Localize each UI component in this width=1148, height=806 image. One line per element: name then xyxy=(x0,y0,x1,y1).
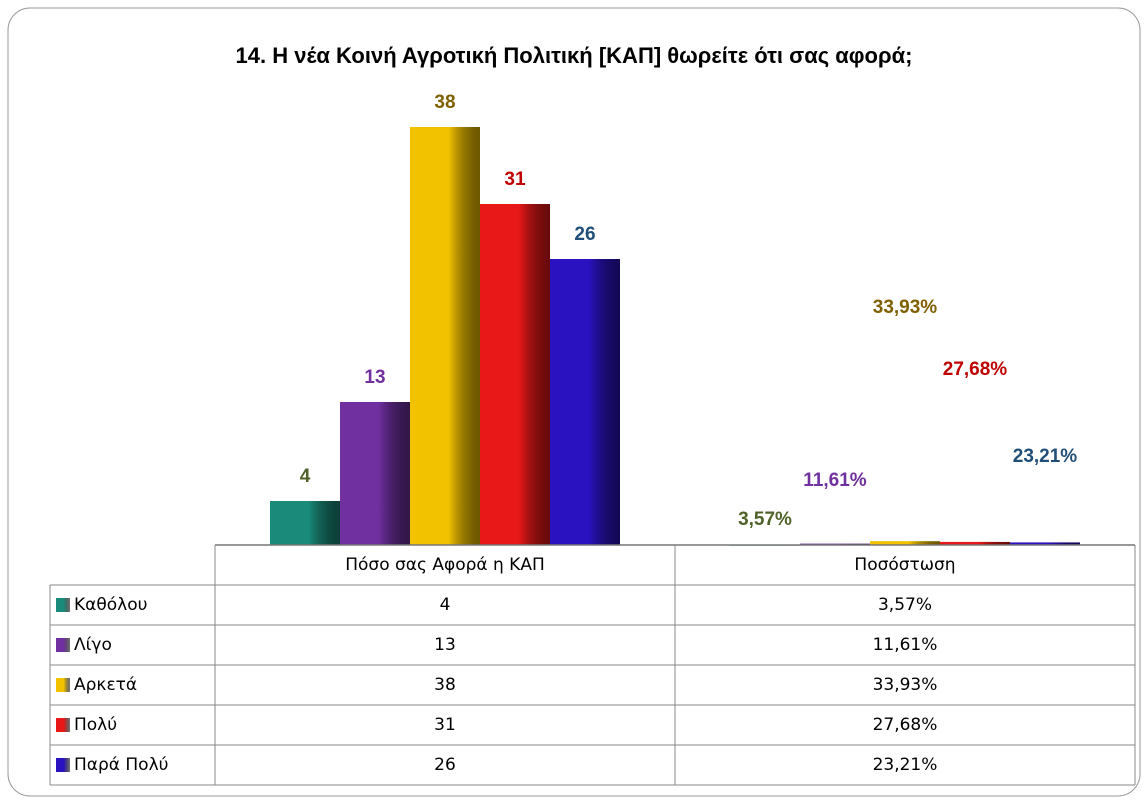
table-cell: 33,93% xyxy=(873,675,938,695)
legend-label: Αρκετά xyxy=(74,675,137,695)
table-cell: 26 xyxy=(434,755,456,775)
data-label: 3,57% xyxy=(738,509,792,530)
legend-label: Λίγο xyxy=(74,635,112,655)
table-cell: 13 xyxy=(434,635,456,655)
legend-key xyxy=(56,718,70,732)
bar-shade xyxy=(270,501,340,545)
bar-shade xyxy=(870,541,940,545)
bar-shade xyxy=(340,402,410,545)
table-cell: 38 xyxy=(434,675,456,695)
bar-shade xyxy=(1010,542,1080,545)
bar-shade xyxy=(550,259,620,545)
bar-shade xyxy=(410,127,480,545)
data-label: 11,61% xyxy=(803,470,866,491)
chart-title: 14. Η νέα Κοινή Αγροτική Πολιτική [ΚΑΠ] … xyxy=(236,43,913,68)
data-label: 38 xyxy=(434,92,455,113)
legend-key xyxy=(56,758,70,772)
data-label: 4 xyxy=(300,466,311,487)
table-cell: 3,57% xyxy=(878,595,932,615)
data-label: 31 xyxy=(504,169,526,190)
table-cell: 4 xyxy=(440,595,451,615)
legend-key xyxy=(56,638,70,652)
table-header: Πόσο σας Αφορά η ΚΑΠ xyxy=(345,555,545,575)
data-label: 23,21% xyxy=(1013,446,1078,467)
data-label: 27,68% xyxy=(943,359,1008,380)
table-cell: 23,21% xyxy=(873,755,938,775)
table-cell: 27,68% xyxy=(873,715,938,735)
legend-label: Παρά Πολύ xyxy=(74,755,168,775)
legend-key xyxy=(56,598,70,612)
data-label: 13 xyxy=(364,367,385,388)
legend-label: Καθόλου xyxy=(74,595,147,615)
legend-key xyxy=(56,678,70,692)
legend-label: Πολύ xyxy=(74,715,117,735)
data-label: 26 xyxy=(574,224,595,245)
bar-shade xyxy=(480,204,550,545)
bar-shade xyxy=(940,541,1010,545)
table-header: Ποσόστωση xyxy=(854,555,955,575)
table-cell: 31 xyxy=(434,715,456,735)
table-cell: 11,61% xyxy=(873,635,938,655)
data-label: 33,93% xyxy=(873,297,938,318)
